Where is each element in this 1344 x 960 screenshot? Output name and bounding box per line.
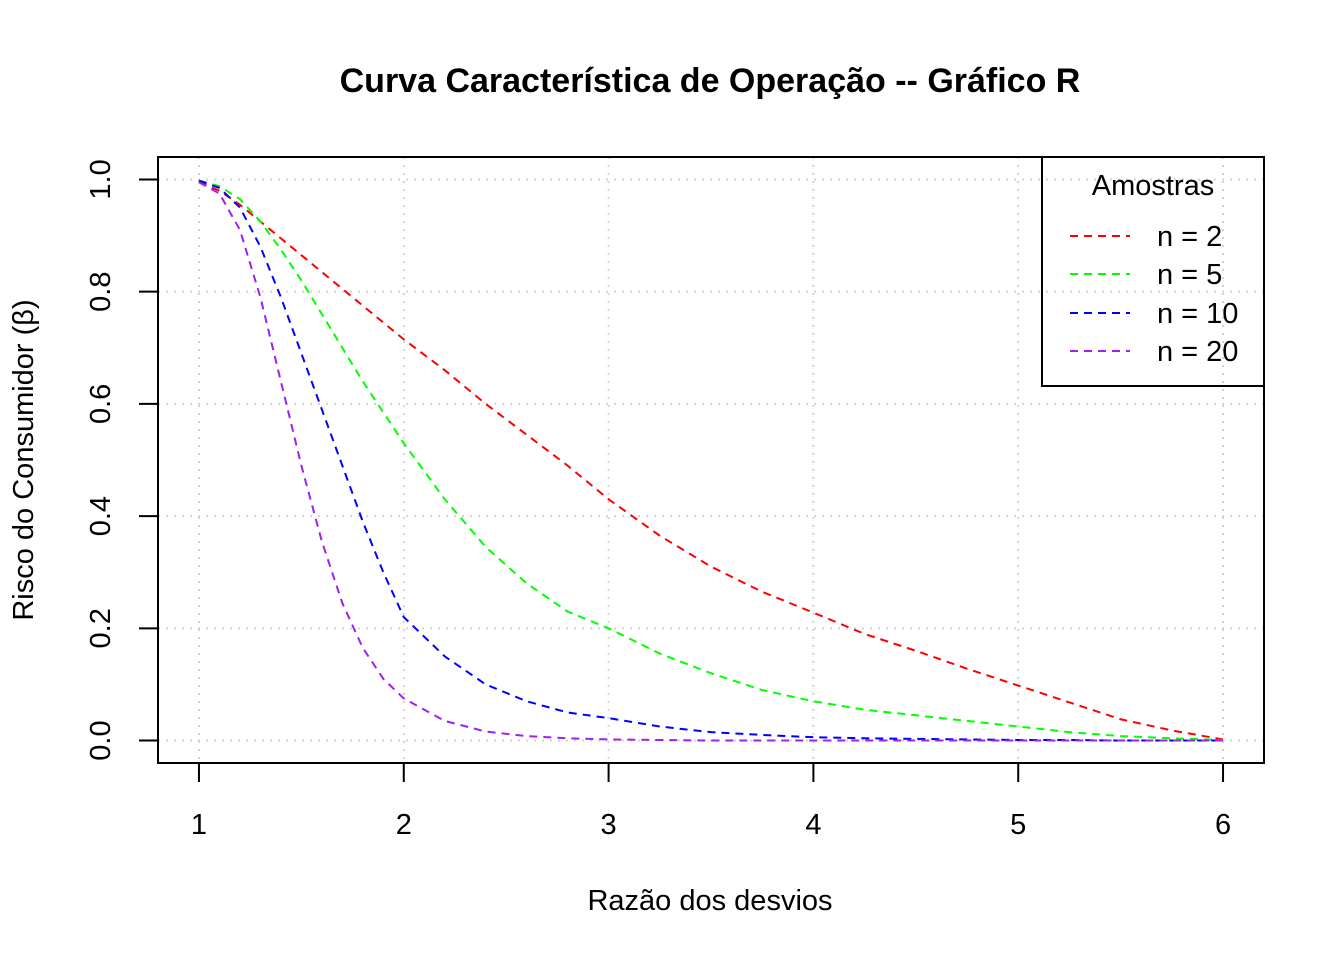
x-tick-label-2: 3 [601, 809, 617, 841]
series-line-1 [198, 179, 1224, 741]
y-tick-label-0: 0.0 [85, 720, 117, 760]
series-layer [198, 179, 1224, 742]
x-tick-label-0: 1 [191, 809, 207, 841]
x-tick-label-4: 5 [1010, 809, 1026, 841]
plot-frame [157, 156, 1265, 764]
legend-box [1041, 156, 1265, 387]
y-tick-label-2: 0.4 [85, 496, 117, 536]
y-tick-label-3: 0.6 [85, 384, 117, 424]
y-axis: 0.0 0.2 0.4 0.6 0.8 1.0 [85, 159, 158, 761]
legend-entry-0: n = 2 [1157, 221, 1222, 253]
series-line-3 [198, 181, 1224, 742]
x-axis-label: Razão dos desvios [587, 885, 832, 917]
y-axis-label: Risco do Consumidor (β) [8, 299, 40, 620]
legend-entry-2: n = 10 [1157, 298, 1238, 330]
series-line-0 [198, 181, 1224, 741]
y-tick-label-1: 0.2 [85, 608, 117, 648]
x-tick-label-5: 6 [1215, 809, 1231, 841]
series-line-2 [198, 179, 1224, 742]
y-tick-label-4: 0.8 [85, 272, 117, 312]
x-axis: 1 2 3 4 5 6 [191, 763, 1231, 841]
grid [158, 157, 1264, 763]
legend-entry-1: n = 5 [1157, 259, 1222, 291]
x-tick-label-1: 2 [396, 809, 412, 841]
legend-title: Amostras [1092, 170, 1214, 202]
y-tick-label-5: 1.0 [85, 159, 117, 199]
x-tick-label-3: 4 [805, 809, 821, 841]
chart-title: Curva Característica de Operação -- Gráf… [340, 62, 1081, 100]
legend: Amostras n = 2 n = 5 n = 10 n = 20 [1041, 156, 1265, 387]
legend-entry-3: n = 20 [1157, 336, 1238, 368]
